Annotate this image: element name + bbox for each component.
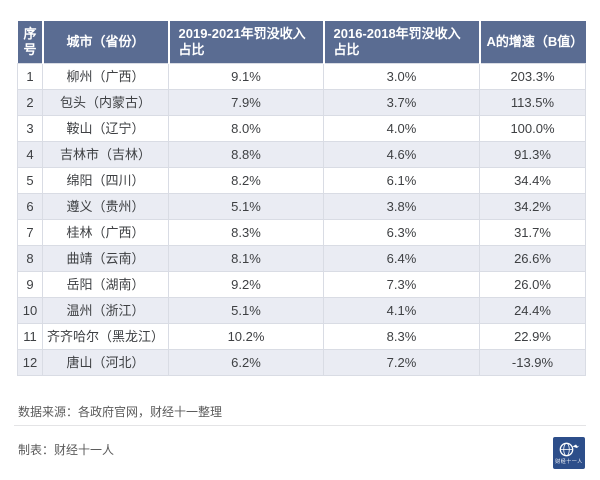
cell-city: 岳阳（湖南）: [42, 270, 169, 298]
table-header: 序号 城市（省份） 2019-2021年罚没收入占比 2016-2018年罚没收…: [17, 21, 586, 63]
cell-ratio-2019-2021: 6.2%: [168, 348, 324, 376]
cell-seq: 10: [17, 296, 43, 324]
cell-ratio-2019-2021: 5.1%: [168, 192, 324, 220]
publisher-logo: 财经十一人: [553, 437, 585, 469]
cell-ratio-2019-2021: 5.1%: [168, 296, 324, 324]
cell-growth: 26.6%: [479, 244, 586, 272]
cell-ratio-2019-2021: 9.1%: [168, 62, 324, 90]
cell-ratio-2016-2018: 6.1%: [323, 166, 480, 194]
table-row: 1 柳州（广西） 9.1% 3.0% 203.3%: [17, 62, 586, 90]
cell-growth: 100.0%: [479, 114, 586, 142]
cell-ratio-2016-2018: 6.3%: [323, 218, 480, 246]
cell-city: 包头（内蒙古）: [42, 88, 169, 116]
cell-seq: 7: [17, 218, 43, 246]
data-table: 序号 城市（省份） 2019-2021年罚没收入占比 2016-2018年罚没收…: [17, 21, 586, 376]
cell-city: 绵阳（四川）: [42, 166, 169, 194]
cell-seq: 2: [17, 88, 43, 116]
cell-seq: 1: [17, 62, 43, 90]
cell-ratio-2019-2021: 8.2%: [168, 166, 324, 194]
cell-ratio-2016-2018: 7.2%: [323, 348, 480, 376]
cell-ratio-2016-2018: 6.4%: [323, 244, 480, 272]
cell-growth: -13.9%: [479, 348, 586, 376]
cell-growth: 26.0%: [479, 270, 586, 298]
footer-divider: [14, 425, 586, 426]
logo-text: 财经十一人: [555, 459, 583, 465]
cell-ratio-2019-2021: 8.3%: [168, 218, 324, 246]
table-row: 6 遵义（贵州） 5.1% 3.8% 34.2%: [17, 192, 586, 220]
table-body: 1 柳州（广西） 9.1% 3.0% 203.3% 2 包头（内蒙古） 7.9%…: [17, 62, 586, 376]
cell-ratio-2016-2018: 4.1%: [323, 296, 480, 324]
cell-seq: 6: [17, 192, 43, 220]
cell-growth: 31.7%: [479, 218, 586, 246]
table-row: 3 鞍山（辽宁） 8.0% 4.0% 100.0%: [17, 114, 586, 142]
source-note: 数据来源：各政府官网，财经十一整理: [18, 405, 223, 419]
header-row: 序号 城市（省份） 2019-2021年罚没收入占比 2016-2018年罚没收…: [17, 21, 586, 63]
cell-seq: 3: [17, 114, 43, 142]
cell-city: 柳州（广西）: [42, 62, 169, 90]
table-row: 7 桂林（广西） 8.3% 6.3% 31.7%: [17, 218, 586, 246]
credit-note: 制表：财经十一人: [18, 443, 115, 457]
cell-growth: 24.4%: [479, 296, 586, 324]
table-row: 12 唐山（河北） 6.2% 7.2% -13.9%: [17, 348, 586, 376]
table-row: 9 岳阳（湖南） 9.2% 7.3% 26.0%: [17, 270, 586, 298]
cell-ratio-2019-2021: 8.8%: [168, 140, 324, 168]
cell-seq: 8: [17, 244, 43, 272]
table-row: 2 包头（内蒙古） 7.9% 3.7% 113.5%: [17, 88, 586, 116]
cell-city: 遵义（贵州）: [42, 192, 169, 220]
cell-ratio-2016-2018: 8.3%: [323, 322, 480, 350]
header-ratio-2016-2018: 2016-2018年罚没收入占比: [322, 21, 480, 63]
cell-ratio-2019-2021: 7.9%: [168, 88, 324, 116]
header-city: 城市（省份）: [41, 21, 169, 63]
cell-growth: 113.5%: [479, 88, 586, 116]
cell-ratio-2016-2018: 4.6%: [323, 140, 480, 168]
cell-city: 温州（浙江）: [42, 296, 169, 324]
cell-growth: 34.4%: [479, 166, 586, 194]
cell-seq: 5: [17, 166, 43, 194]
cell-seq: 11: [17, 322, 43, 350]
cell-ratio-2016-2018: 3.0%: [323, 62, 480, 90]
cell-ratio-2019-2021: 8.1%: [168, 244, 324, 272]
cell-city: 曲靖（云南）: [42, 244, 169, 272]
table-row: 10 温州（浙江） 5.1% 4.1% 24.4%: [17, 296, 586, 324]
table-row: 5 绵阳（四川） 8.2% 6.1% 34.4%: [17, 166, 586, 194]
cell-seq: 4: [17, 140, 43, 168]
cell-city: 齐齐哈尔（黑龙江）: [42, 322, 169, 350]
cell-growth: 91.3%: [479, 140, 586, 168]
table-row: 4 吉林市（吉林） 8.8% 4.6% 91.3%: [17, 140, 586, 168]
cell-city: 鞍山（辽宁）: [42, 114, 169, 142]
cell-seq: 9: [17, 270, 43, 298]
cell-seq: 12: [17, 348, 43, 376]
table-row: 11 齐齐哈尔（黑龙江） 10.2% 8.3% 22.9%: [17, 322, 586, 350]
cell-ratio-2019-2021: 9.2%: [168, 270, 324, 298]
cell-growth: 22.9%: [479, 322, 586, 350]
cell-ratio-2016-2018: 3.8%: [323, 192, 480, 220]
cell-ratio-2019-2021: 8.0%: [168, 114, 324, 142]
cell-city: 吉林市（吉林）: [42, 140, 169, 168]
header-growth: A的增速（B值）: [478, 21, 586, 63]
cell-growth: 34.2%: [479, 192, 586, 220]
header-ratio-2019-2021: 2019-2021年罚没收入占比: [167, 21, 324, 63]
cell-growth: 203.3%: [479, 62, 586, 90]
cell-ratio-2019-2021: 10.2%: [168, 322, 324, 350]
table-row: 8 曲靖（云南） 8.1% 6.4% 26.6%: [17, 244, 586, 272]
cell-city: 桂林（广西）: [42, 218, 169, 246]
header-seq: 序号: [17, 21, 43, 63]
cell-city: 唐山（河北）: [42, 348, 169, 376]
cell-ratio-2016-2018: 7.3%: [323, 270, 480, 298]
cell-ratio-2016-2018: 3.7%: [323, 88, 480, 116]
globe-bird-icon: [558, 441, 580, 459]
cell-ratio-2016-2018: 4.0%: [323, 114, 480, 142]
